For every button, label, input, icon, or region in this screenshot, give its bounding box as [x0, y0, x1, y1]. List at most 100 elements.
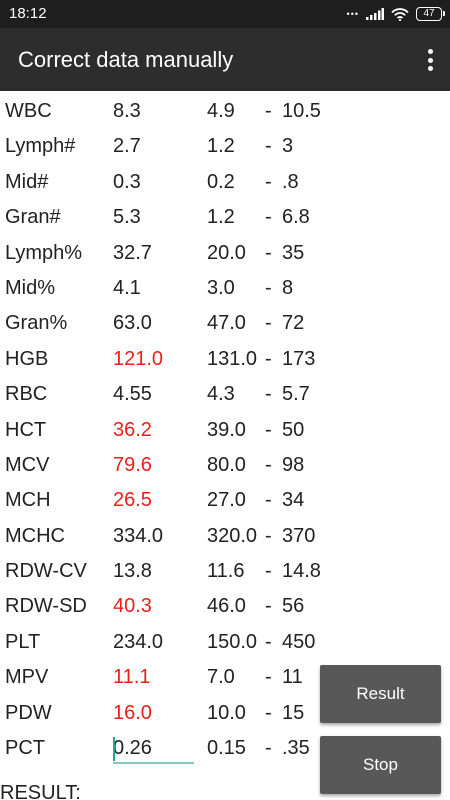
table-row: WBC 8.3 4.9 -10.5 [0, 95, 450, 130]
battery-icon: 47 [416, 7, 445, 21]
parameter-value[interactable]: 32.7 [113, 241, 152, 264]
abnormal-value[interactable]: 40.3 [113, 595, 152, 618]
parameter-name: RBC [5, 383, 48, 406]
range-min: 4.3 [207, 383, 235, 406]
parameter-value[interactable]: 234.0 [113, 630, 164, 653]
range-separator: - [265, 100, 272, 122]
table-row: PLT 234.0 150.0-450 [0, 626, 450, 661]
table-row: Mid% 4.1 3.0 -8 [0, 272, 450, 307]
parameter-name: Lymph% [5, 241, 83, 264]
results-table: WBC 8.3 4.9-10.5 Lymph# 2.7 1.2-3 Mid# 0.3 0.2-.… [0, 95, 450, 767]
table-row: PCT 0.15-.35 [0, 732, 450, 767]
parameter-value[interactable]: 4.55 [113, 383, 152, 406]
range-min: 80.0 [207, 453, 246, 476]
range-separator: - [265, 560, 272, 583]
parameter-value[interactable]: 2.7 [113, 135, 141, 158]
table-row: Gran# 5.3 1.2 -6.8 [0, 201, 450, 236]
abnormal-value[interactable]: 16.0 [113, 701, 152, 724]
parameter-name: Gran% [5, 312, 68, 335]
status-bar: 18:12 ••• 47 [0, 0, 450, 28]
range-separator: - [265, 630, 272, 653]
range-min: 1.2 [207, 206, 235, 229]
value-input[interactable] [113, 734, 194, 765]
parameter-value[interactable]: 13.8 [113, 560, 152, 583]
abnormal-value[interactable]: 79.6 [113, 453, 152, 476]
range-separator: - [265, 206, 272, 229]
range-max: 6.8 [282, 206, 310, 229]
range-separator: - [265, 524, 272, 547]
range-min: 10.0 [207, 701, 246, 724]
table-row: PDW 16.0 10.0-15 [0, 697, 450, 732]
parameter-name: Mid# [5, 170, 49, 193]
range-max: 56 [282, 595, 305, 618]
range-separator: - [265, 170, 272, 193]
wifi-icon [391, 7, 409, 21]
table-row: MCHC 334.0 320.0-370 [0, 520, 450, 555]
abnormal-value[interactable]: 26.5 [113, 489, 152, 512]
parameter-value[interactable]: 5.3 [113, 206, 141, 229]
range-min: 320.0 [207, 524, 258, 547]
range-max: 34 [282, 489, 305, 512]
range-max: 11 [282, 666, 303, 689]
range-max: 8 [282, 276, 294, 299]
status-time: 18:12 [9, 5, 47, 22]
table-row: Lymph% 32.7 20.0-35 [0, 237, 450, 272]
parameter-name: PDW [5, 701, 52, 724]
abnormal-value[interactable]: 121.0 [113, 347, 164, 370]
range-separator: - [265, 453, 272, 476]
table-row: Mid# 0.3 0.2 - .8 [0, 166, 450, 201]
table-row: RBC 4.55 4.3 -5.7 [0, 378, 450, 413]
range-separator: - [265, 418, 272, 441]
range-separator: - [265, 701, 272, 724]
range-min: 4.9 [207, 100, 235, 122]
parameter-value[interactable]: 0.3 [113, 170, 141, 193]
range-separator: - [265, 489, 272, 512]
status-icons: ••• 47 [346, 6, 445, 22]
parameter-name: MCV [5, 453, 50, 476]
result-label: RESULT: [0, 782, 81, 800]
parameter-value[interactable]: 4.1 [113, 276, 141, 299]
range-separator: - [265, 347, 272, 370]
signal-icon [366, 8, 384, 20]
range-min: 3.0 [207, 276, 235, 299]
dots-icon: ••• [346, 9, 359, 19]
page-title: Correct data manually [18, 47, 234, 72]
table-row: RDW-CV 13.8 11.6-14.8 [0, 555, 450, 590]
range-min: 0.2 [207, 170, 235, 193]
table-row: Gran% 63.0 47.0-72 [0, 307, 450, 342]
range-separator: - [265, 595, 272, 618]
table-row: MCH 26.5 27.0-34 [0, 484, 450, 519]
stop-button[interactable]: Stop [320, 736, 441, 794]
range-max: 50 [282, 418, 305, 441]
parameter-value[interactable]: 8.3 [113, 100, 141, 122]
range-max: 72 [282, 312, 305, 335]
parameter-value[interactable]: 63.0 [113, 312, 152, 335]
parameter-value[interactable]: 334.0 [113, 524, 164, 547]
range-max: .35 [282, 737, 310, 760]
range-max: 14.8 [282, 560, 321, 583]
range-separator: - [265, 276, 272, 299]
abnormal-value[interactable]: 11.1 [113, 666, 151, 689]
range-min: 20.0 [207, 241, 246, 264]
range-max: .8 [282, 170, 299, 193]
range-max: 10.5 [282, 100, 321, 122]
range-separator: - [265, 135, 272, 158]
parameter-name: MPV [5, 666, 49, 689]
range-min: 131.0 [207, 347, 258, 370]
parameter-name: HCT [5, 418, 47, 441]
parameter-name: HGB [5, 347, 49, 370]
range-max: 98 [282, 453, 305, 476]
table-row: Lymph# 2.7 1.2 -3 [0, 130, 450, 165]
result-button[interactable]: Result [320, 665, 441, 723]
range-separator: - [265, 312, 272, 335]
range-max: 35 [282, 241, 305, 264]
range-max: 3 [282, 135, 294, 158]
parameter-name: MCHC [5, 524, 65, 547]
text-cursor [113, 737, 115, 762]
abnormal-value[interactable]: 36.2 [113, 418, 152, 441]
table-row: RDW-SD 40.3 46.0-56 [0, 590, 450, 625]
table-row: HCT 36.2 39.0-50 [0, 414, 450, 449]
overflow-menu-icon[interactable] [426, 49, 434, 71]
parameter-name: Gran# [5, 206, 61, 229]
range-min: 39.0 [207, 418, 246, 441]
